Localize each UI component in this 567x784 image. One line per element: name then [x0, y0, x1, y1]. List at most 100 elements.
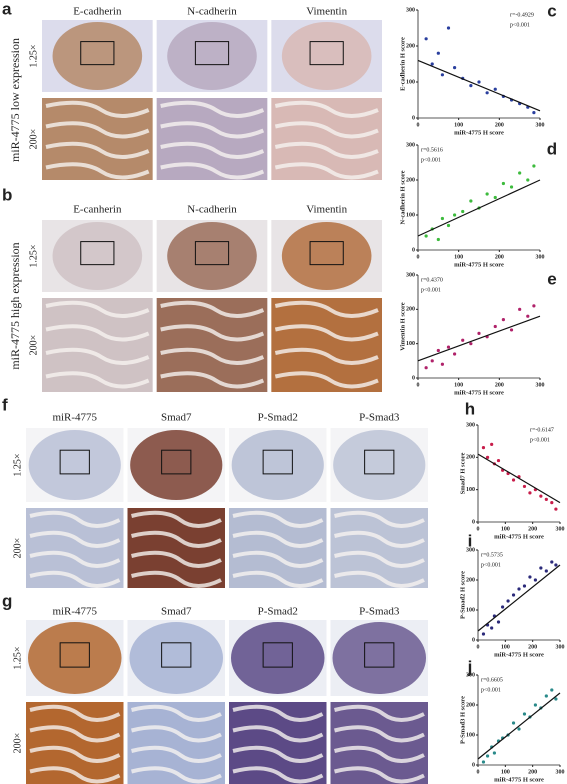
panel-letter: j [467, 657, 473, 676]
tissue-core [281, 222, 372, 290]
annotation: r=-0.6147 [530, 427, 554, 433]
tissue-lumen [232, 530, 324, 548]
tissue-lumen [334, 704, 425, 722]
point [501, 605, 505, 609]
x-tick-label: 300 [556, 526, 565, 532]
point [469, 199, 473, 203]
point [485, 455, 490, 459]
y-tick-label: 300 [406, 7, 415, 13]
point [544, 569, 548, 573]
x-tick-label: 100 [454, 122, 463, 128]
tissue-lumen [334, 570, 425, 588]
tissue-lumen [45, 371, 150, 389]
y-tick-label: 300 [406, 272, 415, 278]
tissue-lumen [45, 300, 150, 318]
annotation: p<0.001 [421, 287, 441, 293]
x-axis-label: miR-4775 H score [454, 389, 504, 396]
tissue-lumen [274, 371, 379, 389]
y-tick-label: 200 [406, 307, 415, 313]
annotation: r=0.5616 [421, 147, 443, 153]
x-tick-label: 100 [454, 254, 463, 260]
tissue-lumen [29, 570, 121, 588]
column-label: P-Smad2 [258, 606, 298, 618]
point [430, 359, 434, 363]
tissue-lumen [45, 162, 150, 180]
annotation: p<0.001 [530, 437, 550, 443]
point [436, 348, 440, 353]
zoom-box [262, 449, 293, 475]
point [533, 703, 538, 707]
x-tick-label: 200 [528, 526, 537, 532]
point [550, 688, 554, 692]
tissue-core [130, 430, 223, 500]
column-label: P-Smad3 [359, 606, 400, 618]
side-label: miR-4775 low expression [8, 38, 22, 162]
row-label: 200× [12, 733, 23, 754]
x-tick-label: 0 [417, 382, 420, 388]
point [550, 501, 554, 505]
point [493, 195, 497, 200]
column-label: E-cadherin [73, 6, 122, 18]
x-tick-label: 300 [536, 122, 545, 128]
tissue-core [231, 622, 325, 694]
x-axis-label: miR-4775 H score [454, 261, 504, 268]
zoom-box [80, 41, 115, 66]
tissue-lumen [45, 324, 150, 342]
y-tick-label: 200 [406, 43, 415, 49]
x-tick-label: 200 [495, 254, 504, 260]
annotation: r=0.6605 [481, 677, 503, 683]
y-axis-label: P-Smad3 H score [459, 696, 466, 744]
x-tick-label: 0 [417, 254, 420, 260]
tissue-lumen [274, 121, 379, 139]
x-tick-label: 100 [454, 382, 463, 388]
tissue-lumen [131, 510, 222, 528]
tissue-lumen [232, 766, 324, 784]
point [453, 352, 457, 356]
tissue-core [333, 430, 426, 500]
point [453, 213, 457, 217]
point [528, 491, 532, 495]
x-tick-label: 200 [495, 382, 504, 388]
point [522, 484, 527, 489]
row-label: 200× [12, 538, 23, 559]
y-tick-label: 200 [466, 455, 475, 461]
zoom-box [161, 449, 192, 475]
point [496, 458, 501, 463]
point [485, 754, 490, 758]
annotation: r=-0.4929 [510, 12, 534, 18]
point [554, 507, 558, 511]
x-tick-label: 200 [528, 769, 537, 775]
tissue-lumen [274, 100, 379, 118]
tissue-lumen [29, 510, 121, 528]
tissue-lumen [29, 725, 121, 743]
fit-line [477, 692, 561, 760]
tissue-lumen [131, 745, 222, 763]
annotation: p<0.001 [510, 22, 530, 28]
tissue-core [129, 622, 223, 694]
y-tick-label: 100 [466, 607, 475, 613]
column-label: Vimentin [306, 204, 347, 216]
point [430, 62, 434, 66]
y-tick-label: 200 [466, 577, 475, 583]
zoom-box [309, 241, 344, 266]
tissue-lumen [131, 766, 222, 784]
x-axis-label: miR-4775 H score [494, 533, 544, 540]
point [492, 751, 496, 755]
y-tick-label: 100 [406, 79, 415, 85]
point [501, 181, 505, 186]
tissue-lumen [232, 725, 324, 743]
tissue-core [167, 22, 257, 90]
tissue-core [28, 430, 121, 500]
point [477, 80, 481, 84]
point [440, 73, 444, 77]
zoom-box [59, 449, 90, 475]
row-label: 200× [28, 129, 39, 150]
tissue-lumen [334, 766, 425, 784]
tissue-lumen [232, 510, 324, 528]
y-tick-label: 300 [466, 422, 475, 428]
row-label: 1.25× [12, 453, 23, 476]
point [554, 697, 558, 701]
point [461, 338, 465, 342]
point [469, 84, 473, 88]
